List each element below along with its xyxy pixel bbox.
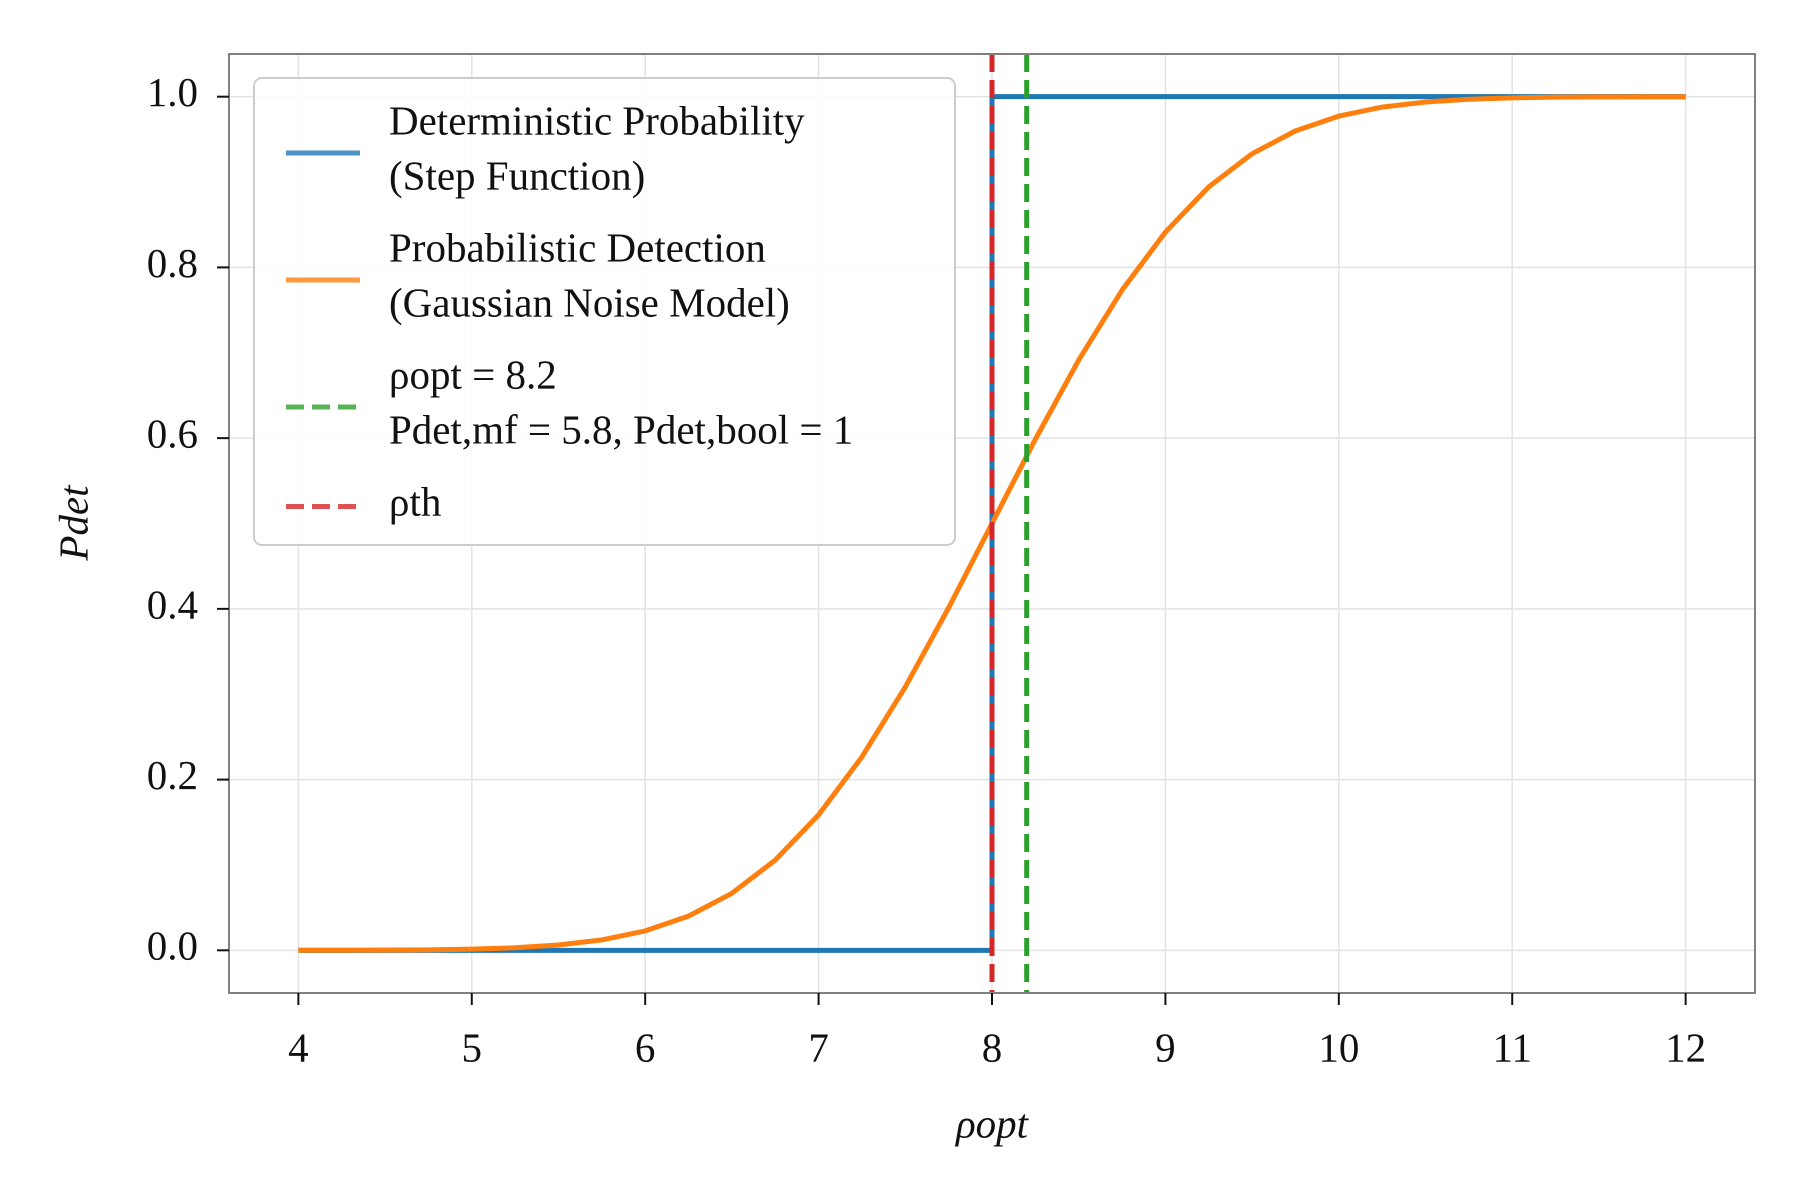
legend-label: ρopt = 8.2 Pdet,mf = 5.8, Pdet,bool = 1 [389,352,853,453]
legend-label-line: ρth [389,479,441,525]
x-tick-label: 4 [288,1024,309,1070]
x-tick-label: 6 [635,1024,656,1070]
x-axis-label: ρopt [954,1100,1030,1146]
x-tick-label: 7 [808,1024,829,1070]
legend-label: Probabilistic Detection (Gaussian Noise M… [389,225,790,326]
y-tick-label: 0.8 [147,240,198,286]
y-tick-label: 0.0 [147,923,198,969]
legend-box [253,77,956,546]
legend-label-line: (Gaussian Noise Model) [389,280,790,326]
legend-label: Deterministic Probability (Step Function) [389,98,805,199]
y-tick-label: 0.2 [147,752,198,798]
x-tick-label: 11 [1492,1024,1531,1070]
x-tick-label: 10 [1318,1024,1359,1070]
legend-label-line: (Step Function) [389,153,645,199]
legend-label-line: Pdet,mf = 5.8, Pdet,bool = 1 [389,407,853,453]
x-tick-label: 9 [1155,1024,1176,1070]
legend-label-line: ρopt = 8.2 [389,352,557,398]
x-tick-label: 8 [982,1024,1003,1070]
x-tick-label: 5 [462,1024,483,1070]
y-axis-label: Pdet [50,484,96,562]
legend: Deterministic Probability (Step Function)… [253,77,956,546]
plot-area [298,54,1686,993]
y-tick-label: 0.6 [147,411,198,457]
legend-label-line: Deterministic Probability [389,98,805,144]
axes: 4 5 6 7 8 9 10 11 12 0.0 0.2 0.4 0.6 0.8 1.0 [147,69,1706,1070]
x-tick-label: 12 [1665,1024,1706,1070]
y-tick-label: 0.4 [147,581,198,627]
legend-label-line: Probabilistic Detection [389,225,766,271]
legend-label: ρth [389,479,441,525]
y-tick-label: 1.0 [147,69,198,115]
